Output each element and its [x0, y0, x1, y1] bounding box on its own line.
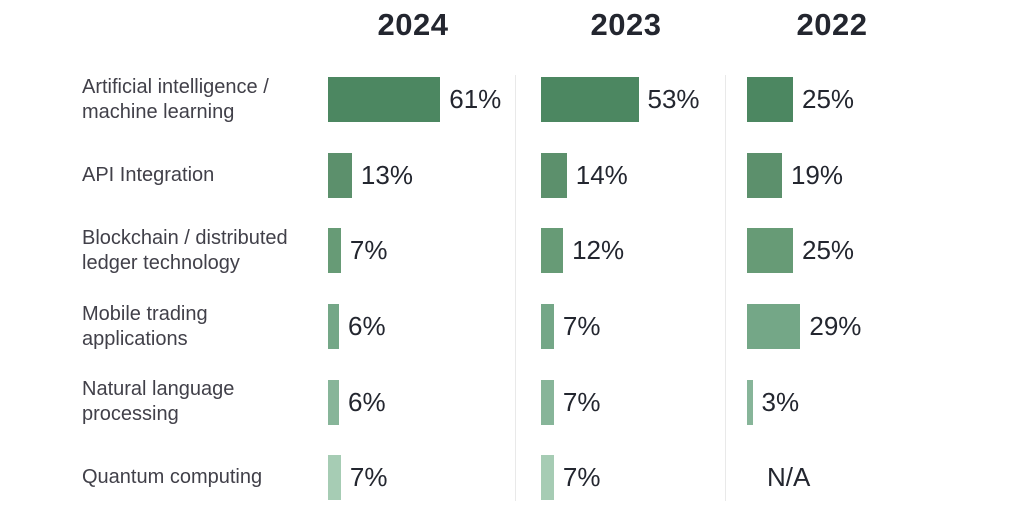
column-header-2024: 2024: [377, 7, 449, 42]
category-label: Blockchain / distributed ledger technolog…: [0, 226, 328, 276]
value-label: 61%: [449, 84, 502, 115]
category-label-line: Quantum computing: [82, 466, 263, 489]
chart-row: Artificial intelligence / machine learnin…: [0, 62, 1024, 138]
bar-cell-2023: 7%: [541, 440, 747, 516]
bar-2023: [541, 152, 567, 198]
category-label: Artificial intelligence / machine learnin…: [0, 75, 328, 125]
bar-2022: [747, 379, 753, 425]
category-label: Quantum computing: [0, 465, 328, 490]
value-label: 14%: [575, 159, 628, 190]
bar-2024: [328, 379, 340, 425]
category-label: Natural language processing: [0, 377, 328, 427]
bar-2023: [541, 379, 554, 425]
bar-cell-2024: 6%: [328, 364, 541, 440]
bar-2023: [541, 228, 564, 274]
value-label: 3%: [761, 386, 800, 417]
bar-2024: [328, 77, 441, 123]
value-label: 6%: [348, 386, 386, 417]
bar-cell-2024: 7%: [328, 440, 541, 516]
chart-row: Natural language processing 6% 7% 3%: [0, 364, 1024, 440]
category-label-line: Natural language: [82, 378, 235, 401]
bar-cell-2023: 53%: [541, 62, 747, 138]
value-label: 7%: [562, 462, 601, 493]
category-label-line: machine learning: [82, 100, 235, 123]
category-label: API Integration: [0, 163, 328, 188]
chart-row: Quantum computing 7% 7% N/A: [0, 440, 1024, 516]
bar-cell-2023: 7%: [541, 289, 747, 365]
bar-2022: [747, 77, 793, 123]
value-label: 25%: [802, 235, 855, 266]
column-header-2022: 2022: [796, 7, 868, 42]
bar-2022: [747, 152, 782, 198]
value-label: 25%: [802, 84, 855, 115]
column-divider: [725, 75, 726, 501]
bar-2024: [328, 304, 340, 350]
bar-2024: [328, 228, 341, 274]
bar-2023: [541, 304, 554, 350]
bar-cell-2022: N/A: [747, 440, 1024, 516]
bar-cell-2022: 3%: [747, 364, 1024, 440]
category-label-line: Artificial intelligence /: [82, 75, 269, 98]
value-label: 13%: [360, 159, 413, 190]
bar-2024: [328, 152, 352, 198]
column-divider: [515, 75, 516, 501]
bar-cell-2024: 6%: [328, 289, 541, 365]
category-label: Mobile trading applications: [0, 302, 328, 352]
bar-cell-2024: 7%: [328, 213, 541, 289]
value-label: 7%: [562, 386, 601, 417]
value-label: 53%: [647, 84, 700, 115]
bar-cell-2023: 14%: [541, 138, 747, 214]
bar-cell-2024: 61%: [328, 62, 541, 138]
bar-2023: [541, 455, 554, 501]
chart-row: Mobile trading applications 6% 7% 29%: [0, 289, 1024, 365]
bar-cell-2022: 19%: [747, 138, 1024, 214]
bar-cell-2022: 25%: [747, 213, 1024, 289]
chart-row: Blockchain / distributed ledger technolog…: [0, 213, 1024, 289]
value-label: 29%: [809, 311, 862, 342]
bar-cell-2022: 25%: [747, 62, 1024, 138]
bar-2024: [328, 455, 341, 501]
bar-2023: [541, 77, 639, 123]
category-label-line: Blockchain / distributed: [82, 226, 288, 249]
column-header-2023: 2023: [590, 7, 662, 42]
na-label: N/A: [767, 462, 811, 493]
category-label-line: ledger technology: [82, 251, 240, 274]
bar-cell-2023: 12%: [541, 213, 747, 289]
chart-rows: Artificial intelligence / machine learnin…: [0, 62, 1024, 516]
category-label-line: applications: [82, 327, 188, 350]
category-label-line: Mobile trading: [82, 302, 208, 325]
bar-2022: [747, 228, 793, 274]
category-label-line: processing: [82, 403, 179, 426]
value-label: 7%: [562, 311, 601, 342]
bar-cell-2024: 13%: [328, 138, 541, 214]
bar-cell-2022: 29%: [747, 289, 1024, 365]
category-label-line: API Integration: [82, 163, 215, 186]
value-label: 7%: [349, 235, 388, 266]
value-label: 19%: [790, 159, 843, 190]
value-label: 7%: [349, 462, 388, 493]
value-label: 6%: [348, 311, 386, 342]
bar-2022: [747, 304, 801, 350]
chart-row: API Integration 13% 14% 19%: [0, 138, 1024, 214]
value-label: 12%: [572, 235, 625, 266]
bar-cell-2023: 7%: [541, 364, 747, 440]
year-header-row: 2024 2023 2022: [0, 0, 1024, 62]
